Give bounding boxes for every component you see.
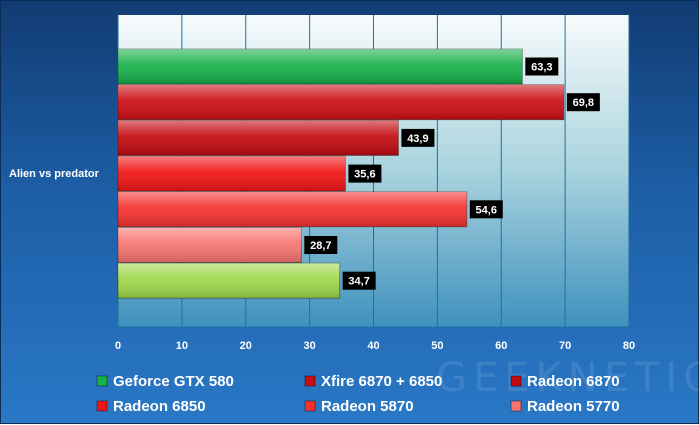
legend-swatch: [510, 375, 522, 387]
bar-gloss: [118, 84, 564, 120]
data-label: 63,3: [531, 62, 552, 74]
legend-swatch: [96, 400, 108, 412]
x-tick-label: 0: [115, 340, 121, 352]
bar-group: 35,6: [117, 155, 382, 192]
legend-item: Radeon 6850: [96, 398, 206, 415]
x-tick-label: 70: [559, 340, 571, 352]
x-tick-label: 40: [367, 340, 379, 352]
legend-item: Radeon 5770: [510, 398, 620, 415]
x-tick-label: 80: [623, 340, 635, 352]
data-label-box: [469, 200, 503, 219]
legend-item: Geforce GTX 580: [96, 373, 234, 390]
bar-gloss: [118, 227, 302, 263]
legend-item: Xfire 6870 + 6850: [304, 373, 442, 390]
legend-label: Xfire 6870 + 6850: [321, 373, 442, 390]
x-tick-label: 10: [176, 340, 188, 352]
bar-group: 28,7: [117, 227, 338, 263]
x-tick-label: 60: [495, 340, 507, 352]
legend-label: Radeon 6870: [527, 373, 620, 390]
x-tick-label: 30: [304, 340, 316, 352]
x-tick-label: 50: [431, 340, 443, 352]
bar-gloss: [118, 191, 467, 227]
bar-group: 43,9: [117, 119, 435, 156]
legend-swatch: [304, 400, 316, 412]
data-label-box: [401, 128, 435, 147]
legend: Geforce GTX 580 Xfire 6870 + 6850 Radeon 6…: [96, 373, 620, 415]
x-tick-label: 20: [240, 340, 252, 352]
legend-item: Radeon 6870: [510, 373, 620, 390]
data-label: 28,7: [310, 240, 331, 252]
bars: 63,3 69,8 43,9 35,6 54,6 28,7 34,7: [117, 48, 600, 299]
legend-swatch: [96, 375, 108, 387]
bar-group: 63,3: [117, 48, 559, 85]
data-label: 54,6: [476, 204, 497, 216]
data-label-box: [525, 57, 559, 76]
bar-gloss: [118, 156, 346, 192]
category-label: Alien vs predator: [9, 168, 100, 180]
data-label-box: [566, 93, 600, 112]
legend-label: Radeon 5770: [527, 398, 620, 415]
legend-label: Geforce GTX 580: [113, 373, 234, 390]
legend-swatch: [304, 375, 316, 387]
data-label-box: [342, 271, 376, 290]
data-label: 35,6: [354, 169, 375, 181]
legend-label: Radeon 6850: [113, 398, 206, 415]
bar-gloss: [118, 263, 340, 299]
category-labels: Alien vs predator: [9, 168, 100, 180]
legend-item: Radeon 5870: [304, 398, 414, 415]
bar-group: 54,6: [117, 191, 503, 228]
data-label: 43,9: [407, 133, 428, 145]
data-label-box: [304, 236, 338, 254]
data-label: 34,7: [348, 276, 369, 288]
watermark-text: GEEKNETIC: [436, 355, 699, 401]
x-axis-ticks: 0 10 20 30 40 50 60 70 80: [115, 340, 635, 352]
data-label: 69,8: [573, 97, 594, 109]
bar-gloss: [118, 49, 523, 84]
legend-label: Radeon 5870: [321, 398, 414, 415]
legend-swatch: [510, 400, 522, 412]
bar-group: 69,8: [117, 84, 600, 121]
bar-gloss: [118, 120, 399, 156]
data-label-box: [348, 164, 382, 183]
bar-group: 34,7: [117, 262, 376, 299]
